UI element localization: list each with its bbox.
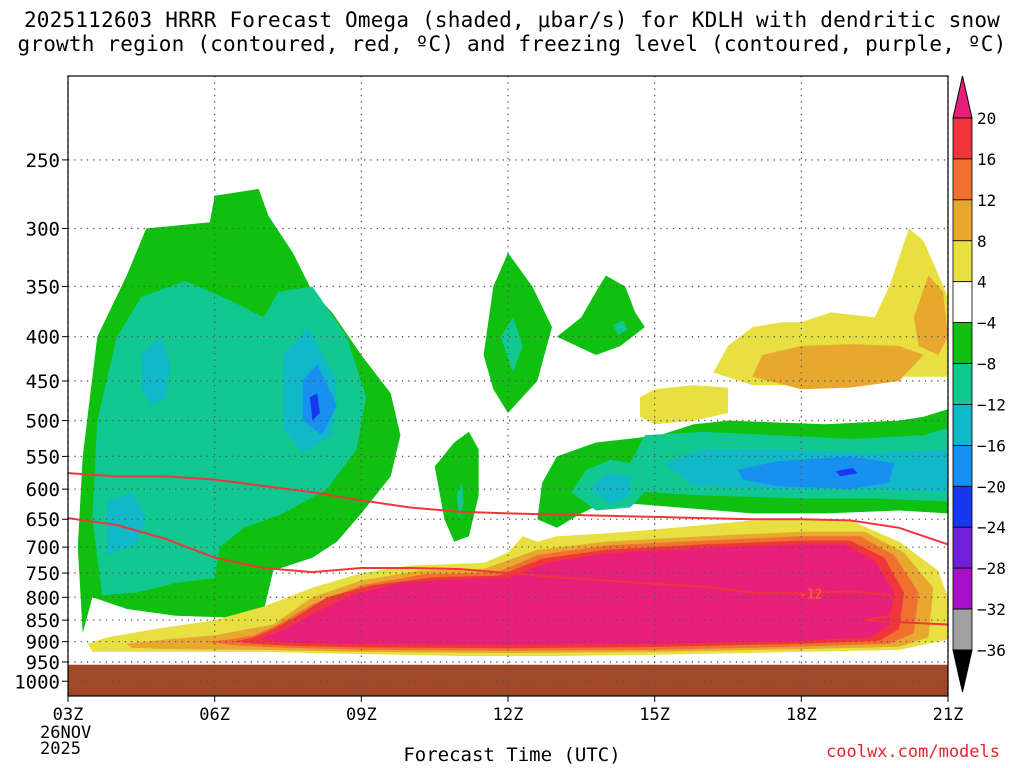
x-axis-label: Forecast Time (UTC)	[403, 744, 621, 766]
chart-title-line-2: growth region (contoured, red, ºC) and f…	[17, 32, 1007, 56]
omega-region-27	[640, 385, 728, 425]
colorbar-top-arrow	[952, 75, 973, 119]
colorbar-label: −12	[977, 395, 1006, 414]
dgz-lower-contour	[67, 517, 949, 626]
colorbar-label: 4	[977, 273, 987, 292]
omega-region-6	[310, 393, 320, 421]
colorbar-swatch	[952, 444, 973, 487]
colorbar-label: −28	[977, 559, 1006, 578]
terrain-below-ground	[68, 664, 948, 696]
colorbar-label: 16	[977, 150, 996, 169]
y-tick-label: 800	[26, 587, 60, 609]
omega-region-18	[835, 467, 858, 477]
colorbar-swatch	[952, 322, 973, 364]
y-tick-label: 500	[26, 411, 60, 433]
colorbar-label: −32	[977, 600, 1006, 619]
colorbar-label: 8	[977, 232, 987, 251]
x-tick-label: 06Z	[199, 705, 230, 725]
y-tick-label: 1000	[14, 671, 60, 693]
colorbar-swatch	[952, 567, 973, 610]
omega-region-7	[434, 431, 479, 542]
colorbar-swatch	[952, 117, 973, 160]
y-tick-label: 600	[26, 479, 60, 501]
colorbar-swatch	[952, 608, 973, 651]
colorbar-swatch	[952, 404, 973, 446]
colorbar-swatch	[952, 199, 973, 242]
colorbar-label: −4	[977, 314, 996, 333]
x-tick-label: 09Z	[346, 705, 377, 725]
omega-region-25	[752, 344, 924, 390]
colorbar-label: 12	[977, 191, 996, 210]
y-tick-label: 900	[26, 632, 60, 654]
colorbar-label: −36	[977, 641, 1006, 660]
dgz-upper-contour	[67, 472, 949, 546]
x-tick-label: 21Z	[933, 705, 964, 725]
colorbar-swatch	[952, 281, 973, 324]
contour-label: -12	[799, 588, 822, 603]
x-tick-label: 18Z	[786, 705, 817, 725]
colorbar-label: −16	[977, 436, 1006, 455]
y-tick-label: 450	[26, 371, 60, 393]
x-tick-label: 12Z	[493, 705, 524, 725]
omega-shading	[77, 188, 949, 656]
y-tick-label: 400	[26, 327, 60, 349]
x-tick-label: 03Z	[53, 705, 84, 725]
y-tick-label: 350	[26, 276, 60, 298]
omega-region-8	[456, 482, 464, 520]
y-tick-label: 950	[26, 652, 60, 674]
y-tick-label: 650	[26, 509, 60, 531]
colorbar-swatch	[952, 485, 973, 528]
omega-region-5	[302, 363, 337, 436]
colorbar-label: −20	[977, 477, 1006, 496]
chart-title-line-1: 2025112603 HRRR Forecast Omega (shaded, …	[23, 8, 1001, 32]
colorbar-swatch	[952, 526, 973, 569]
x-tick-label: 15Z	[639, 705, 670, 725]
colorbar-label: 20	[977, 109, 996, 128]
omega-region-26	[913, 275, 948, 355]
x-date-label: 2025	[40, 739, 81, 759]
colorbar-label: −24	[977, 518, 1006, 537]
omega-region-23	[258, 544, 895, 645]
colorbar-swatch	[952, 158, 973, 201]
dgz-contours: -12	[67, 472, 949, 626]
colorbar-bottom-arrow	[952, 649, 973, 693]
colorbar-swatch	[952, 240, 973, 283]
y-tick-label: 700	[26, 537, 60, 559]
colorbar: 20 16 12 8 4 −4 −8 −12 −16 −20 −24 −28 −32 −36	[952, 75, 1006, 693]
omega-region-10	[500, 317, 523, 373]
y-tick-label: 300	[26, 218, 60, 240]
y-axis-pressure: 2503003504004505005506006507007508008509…	[14, 150, 68, 693]
y-tick-label: 250	[26, 150, 60, 172]
omega-region-2	[141, 336, 171, 406]
y-tick-label: 550	[26, 446, 60, 468]
omega-region-3	[107, 492, 147, 556]
omega-region-17	[737, 456, 895, 490]
y-tick-label: 850	[26, 610, 60, 632]
x-date-label: 26NOV	[40, 723, 91, 743]
omega-region-11	[556, 275, 645, 355]
y-tick-label: 750	[26, 563, 60, 585]
omega-region-12	[613, 320, 628, 335]
credit-text: coolwx.com/models	[826, 742, 1000, 762]
colorbar-swatch	[952, 363, 973, 405]
colorbar-label: −8	[977, 355, 996, 374]
